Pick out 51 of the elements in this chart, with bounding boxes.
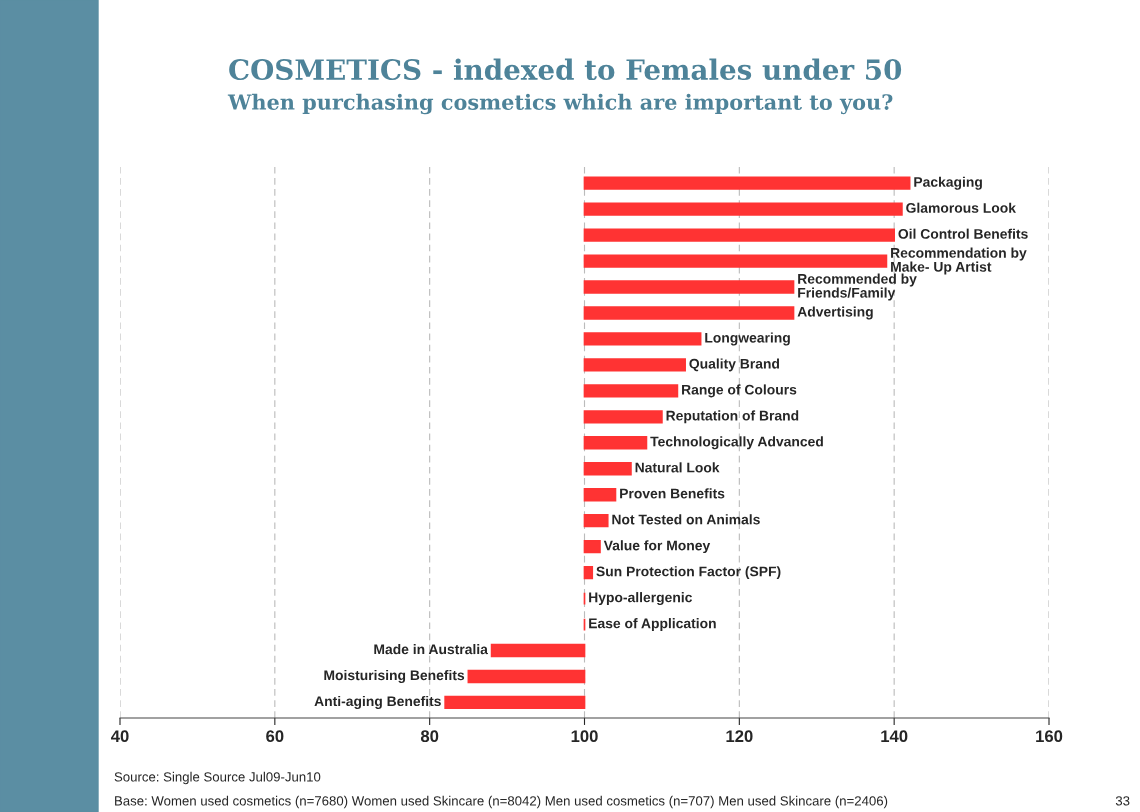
y-tick-label: Proven Benefits [620,488,725,499]
bar [583,176,911,190]
y-tick-label: Advertising [797,306,873,320]
bar [583,332,702,346]
y-tick-label: Reputation of Brand [666,410,799,424]
y-tick-label: Moisturising Benefits [324,669,465,683]
bar [583,228,896,242]
bar [467,669,586,684]
y-tick-label: Recommended by Friends/Family [798,273,917,301]
chart-subtitle: When purchasing cosmetics which are important to you? [227,93,893,115]
y-tick-label: Natural Look [635,462,720,473]
y-tick-label: Ease of Application [589,618,716,632]
y-tick-label: Quality Brand [689,358,780,372]
bar [583,514,609,528]
y-tick-label: Anti-aging Benefits [314,695,441,709]
bar [583,462,632,476]
x-tick-label: 160 [1036,730,1063,743]
y-tick-label: Packaging [914,176,982,190]
y-tick-label: Made in Australia [374,644,488,655]
bar [583,280,795,294]
bar [583,358,686,372]
x-tick-label: 140 [881,730,908,743]
bar [583,539,601,554]
text: 33 [1115,796,1130,806]
y-tick-label: Hypo-allergenic [589,592,692,606]
y-tick-label: Sun Protection Factor (SPF) [596,566,781,580]
y-tick-label: Longwearing [705,332,790,346]
x-tick-label: 80 [420,730,439,743]
bar [583,488,617,502]
bar [583,565,594,580]
bar [583,254,888,268]
y-tick-label: Range of Colours [682,384,797,398]
bar [583,306,795,320]
bar [490,643,586,658]
bar [583,410,663,424]
text: Base: Women used cosmetics (n=7680) Women used Skincare (n=8042) Men used cosmetics (n=707) Men used Skincare (n=2406) [115,795,888,809]
bar [583,202,903,216]
source-note: Source: Single Source Jul09-Jun10 [114,771,321,785]
bar [444,695,586,710]
y-tick-label: Technologically Advanced [650,436,823,450]
y-tick-label: Glamorous Look [906,202,1016,213]
chart-title: COSMETICS - indexed to Females under 50 [229,58,902,81]
y-tick-label: Value for Money [603,540,711,554]
x-tick-label: 100 [571,730,598,743]
x-tick-label: 60 [266,730,284,743]
x-tick-label: 40 [110,730,129,743]
y-tick-label: Not Tested on Animals [612,514,760,525]
y-tick-label: Oil Control Benefits [898,228,1028,239]
x-tick-label: 120 [726,730,753,743]
bar [583,384,679,398]
bar [583,436,648,450]
